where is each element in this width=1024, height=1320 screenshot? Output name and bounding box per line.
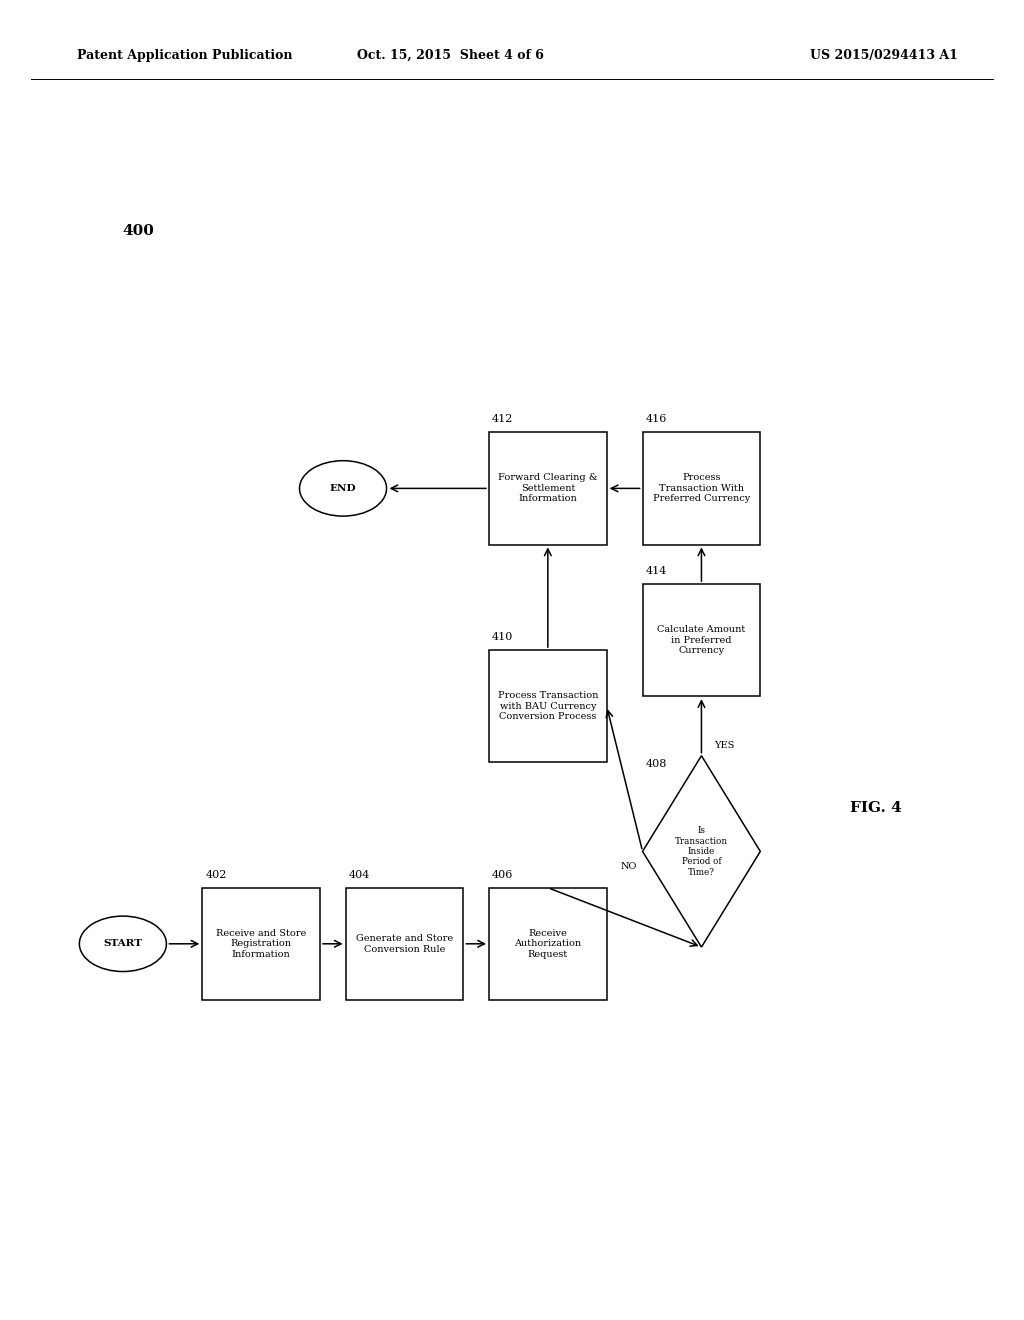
Text: NO: NO	[622, 862, 637, 871]
Text: Receive
Authorization
Request: Receive Authorization Request	[514, 929, 582, 958]
Text: 412: 412	[493, 414, 513, 425]
FancyBboxPatch shape	[346, 888, 463, 1001]
FancyBboxPatch shape	[489, 649, 606, 762]
Text: Calculate Amount
in Preferred
Currency: Calculate Amount in Preferred Currency	[657, 626, 745, 655]
Text: FIG. 4: FIG. 4	[850, 801, 901, 814]
FancyBboxPatch shape	[203, 888, 319, 1001]
Text: Forward Clearing &
Settlement
Information: Forward Clearing & Settlement Informatio…	[498, 474, 598, 503]
Text: 400: 400	[122, 224, 155, 238]
Text: 414: 414	[646, 566, 667, 576]
Text: START: START	[103, 940, 142, 948]
Text: Process Transaction
with BAU Currency
Conversion Process: Process Transaction with BAU Currency Co…	[498, 692, 598, 721]
Text: 406: 406	[493, 870, 513, 880]
Text: Oct. 15, 2015  Sheet 4 of 6: Oct. 15, 2015 Sheet 4 of 6	[357, 49, 544, 62]
FancyBboxPatch shape	[643, 433, 760, 544]
Ellipse shape	[79, 916, 166, 972]
Text: 410: 410	[493, 632, 513, 642]
Text: Receive and Store
Registration
Information: Receive and Store Registration Informati…	[216, 929, 306, 958]
Text: US 2015/0294413 A1: US 2015/0294413 A1	[810, 49, 957, 62]
Text: Is
Transaction
Inside
Period of
Time?: Is Transaction Inside Period of Time?	[675, 826, 728, 876]
Text: 404: 404	[348, 870, 370, 880]
Text: END: END	[330, 484, 356, 492]
Text: 416: 416	[646, 414, 667, 425]
Polygon shape	[643, 755, 760, 948]
Text: YES: YES	[714, 742, 734, 750]
Text: Generate and Store
Conversion Rule: Generate and Store Conversion Rule	[356, 935, 453, 953]
FancyBboxPatch shape	[489, 433, 606, 544]
Text: 408: 408	[646, 759, 667, 768]
Text: Process
Transaction With
Preferred Currency: Process Transaction With Preferred Curre…	[653, 474, 750, 503]
FancyBboxPatch shape	[489, 888, 606, 1001]
Text: 402: 402	[205, 870, 226, 880]
Text: Patent Application Publication: Patent Application Publication	[77, 49, 292, 62]
Ellipse shape	[300, 461, 387, 516]
FancyBboxPatch shape	[643, 583, 760, 697]
